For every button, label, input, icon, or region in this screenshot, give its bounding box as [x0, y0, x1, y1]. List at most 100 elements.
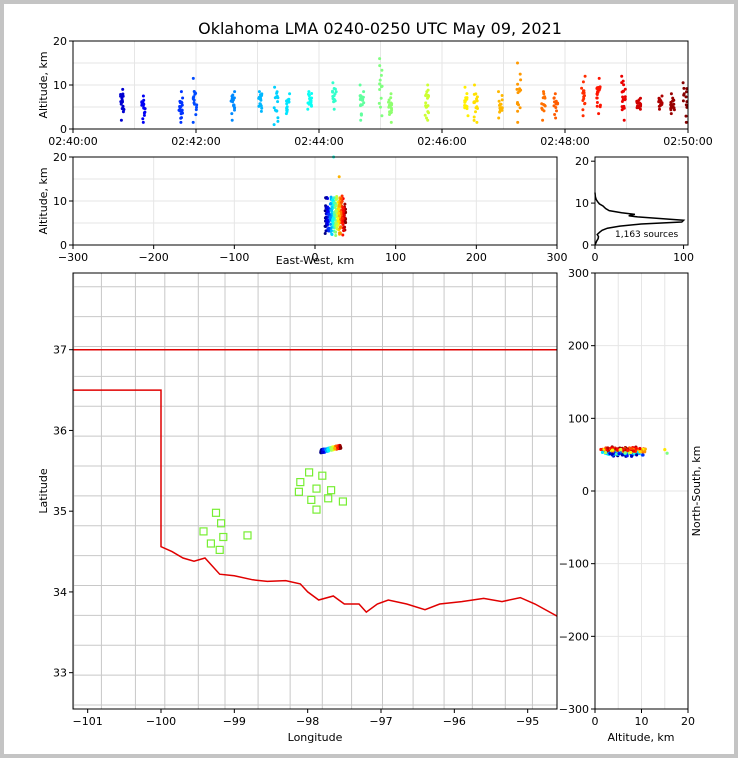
- source-point: [193, 91, 197, 95]
- source-point: [333, 213, 337, 217]
- lma-station-marker: [312, 484, 321, 493]
- east-west-tick-label: 0: [312, 251, 319, 264]
- source-point: [500, 108, 504, 112]
- lma-station-marker: [215, 545, 224, 555]
- source-count-annotation: 1,163 sources: [615, 230, 679, 240]
- source-point: [333, 206, 337, 209]
- source-point: [580, 86, 584, 90]
- source-point: [343, 202, 347, 206]
- source-point: [581, 80, 585, 84]
- source-point: [325, 206, 329, 210]
- source-point: [275, 95, 278, 99]
- source-point: [230, 94, 234, 98]
- source-point: [340, 216, 344, 220]
- source-point: [180, 108, 184, 112]
- source-point: [596, 89, 600, 93]
- source-point: [516, 109, 520, 113]
- longitude-tick-label: −97: [369, 715, 392, 728]
- source-point: [307, 90, 311, 94]
- source-point: [272, 106, 276, 110]
- lma-station-marker: [307, 495, 316, 504]
- source-point: [476, 107, 479, 110]
- source-point: [499, 102, 503, 106]
- time-tick-label: 02:42:00: [171, 135, 220, 148]
- source-point: [333, 446, 337, 450]
- latitude-tick-label: 35: [53, 505, 67, 518]
- source-point: [259, 109, 263, 113]
- source-point: [583, 74, 587, 78]
- source-point: [191, 120, 195, 124]
- source-point: [325, 221, 329, 225]
- source-point: [362, 90, 366, 94]
- source-point: [685, 90, 688, 94]
- source-point: [194, 108, 198, 112]
- time-altitude-ylabel: Altitude, km: [37, 51, 50, 118]
- source-point: [331, 89, 334, 93]
- source-point: [425, 105, 429, 109]
- lma-station-marker: [206, 539, 215, 548]
- source-point: [344, 221, 348, 225]
- time-tick-label: 02:44:00: [294, 135, 343, 148]
- time-tick-label: 02:48:00: [540, 135, 589, 148]
- source-point: [142, 98, 146, 102]
- source-point: [474, 110, 477, 114]
- source-point: [330, 205, 334, 209]
- source-point: [379, 85, 383, 89]
- source-point: [623, 87, 627, 91]
- source-point: [475, 120, 479, 124]
- source-point: [542, 90, 545, 94]
- altitude-tick-label: 20: [681, 715, 695, 728]
- source-point: [329, 216, 332, 220]
- source-point: [336, 446, 340, 450]
- source-point: [465, 107, 469, 111]
- source-point: [658, 107, 661, 111]
- source-point: [657, 97, 661, 100]
- latitude-tick-label: 33: [53, 667, 67, 680]
- source-point: [554, 102, 558, 106]
- source-point: [119, 94, 123, 98]
- longitude-tick-label: −95: [516, 715, 539, 728]
- source-point: [379, 73, 383, 77]
- source-point: [665, 451, 669, 455]
- source-point: [332, 87, 336, 90]
- north-south-tick-label: −100: [559, 558, 589, 571]
- histogram-altitude-tick-label: 10: [575, 197, 589, 210]
- source-point: [310, 92, 314, 95]
- histogram-count-tick-label: 0: [592, 251, 599, 264]
- source-point: [178, 109, 182, 113]
- source-point: [518, 106, 522, 110]
- source-point: [581, 114, 585, 118]
- source-point: [230, 112, 234, 116]
- source-point: [334, 198, 338, 202]
- source-point: [473, 100, 477, 104]
- source-point: [119, 102, 123, 106]
- source-point: [619, 447, 623, 452]
- source-point: [338, 231, 342, 235]
- source-point: [583, 102, 587, 106]
- source-point: [554, 116, 558, 120]
- source-point: [233, 90, 237, 94]
- source-point: [621, 89, 625, 93]
- source-point: [377, 101, 381, 105]
- source-point: [597, 76, 601, 80]
- source-point: [615, 452, 619, 456]
- source-point: [179, 101, 182, 105]
- source-point: [285, 110, 289, 114]
- time-tick-label: 02:50:00: [663, 135, 712, 148]
- source-point: [323, 224, 327, 228]
- source-point: [121, 104, 125, 108]
- source-point: [635, 453, 639, 457]
- source-point: [603, 451, 608, 455]
- figure-title: Oklahoma LMA 0240-0250 UTC May 09, 2021: [198, 19, 562, 38]
- source-point: [342, 229, 346, 233]
- source-point: [259, 104, 263, 108]
- source-point: [309, 102, 313, 106]
- source-point: [516, 120, 520, 124]
- histogram-count-tick-label: 100: [673, 251, 694, 264]
- source-point: [329, 229, 333, 233]
- source-point: [500, 98, 504, 102]
- source-point: [325, 218, 329, 222]
- source-point: [623, 97, 627, 101]
- longitude-tick-label: −101: [73, 715, 103, 728]
- source-point: [595, 104, 599, 108]
